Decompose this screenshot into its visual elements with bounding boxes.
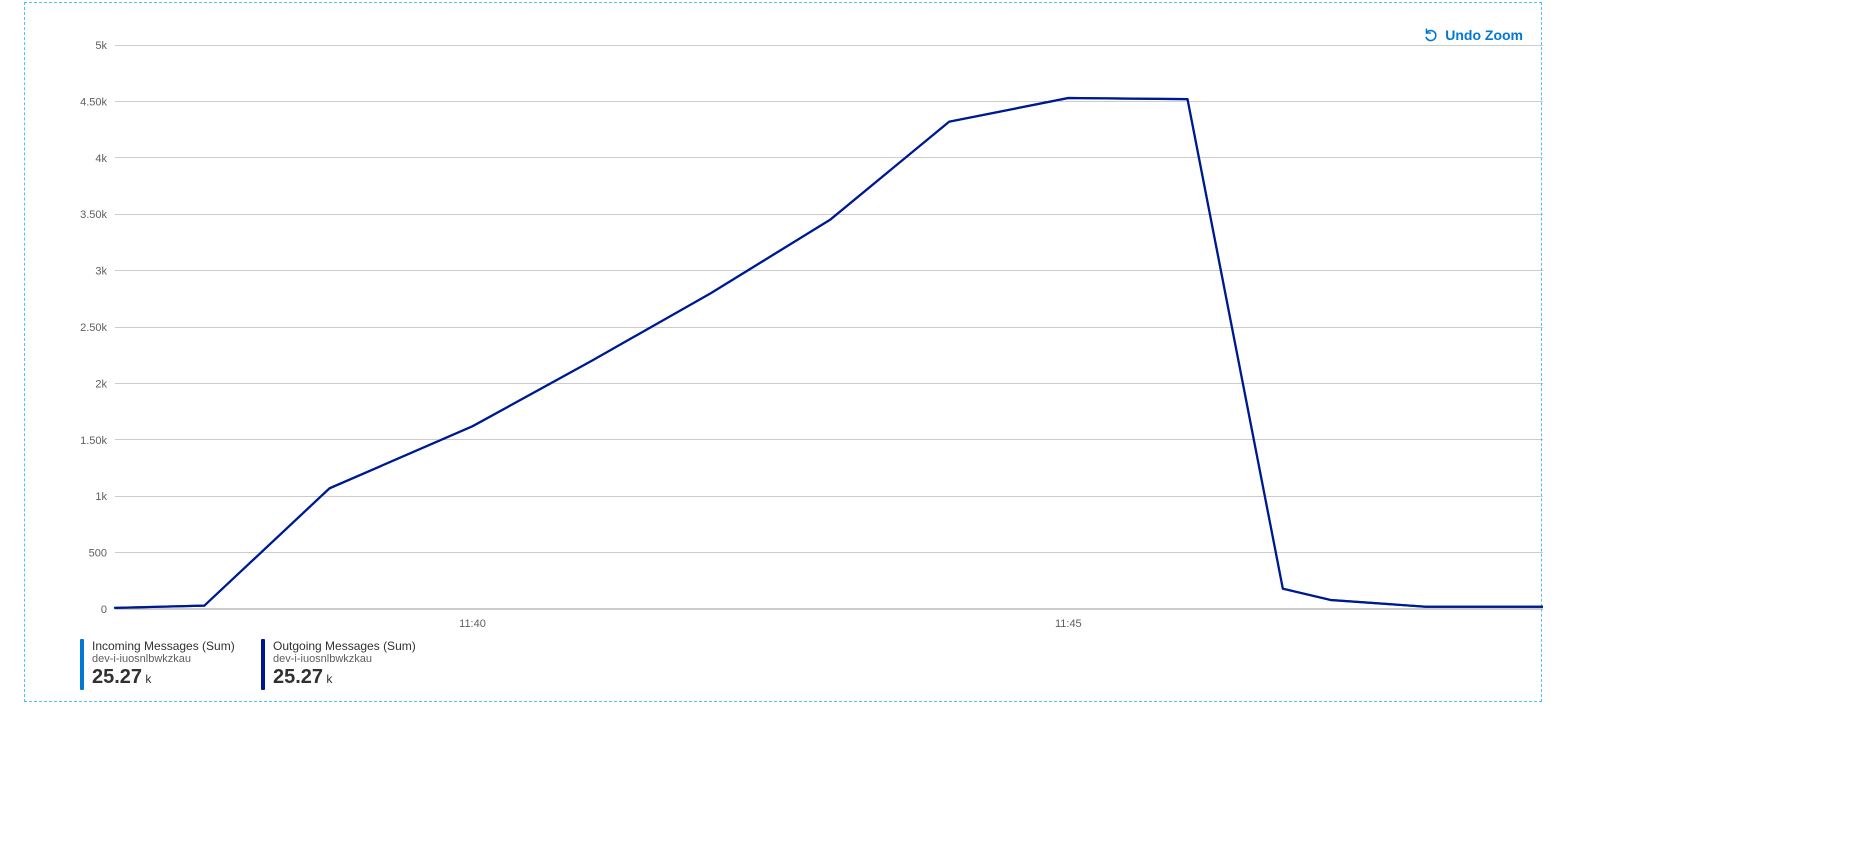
legend-resource-label: dev-i-iuosnlbwkzkau	[273, 653, 418, 666]
x-axis-tick-label: 11:40	[459, 618, 486, 630]
y-axis-tick-label: 3.50k	[80, 209, 107, 221]
y-axis-tick-label: 5k	[95, 40, 107, 52]
y-axis-tick-label: 0	[101, 604, 107, 616]
legend-text: Incoming Messages (Sum)dev-i-iuosnlbwkzk…	[92, 639, 237, 690]
legend-resource-label: dev-i-iuosnlbwkzkau	[92, 653, 237, 666]
y-axis-tick-label: 4.50k	[80, 96, 107, 108]
series-line-1	[115, 98, 1543, 608]
x-axis-tick-label: 11:45	[1055, 618, 1082, 630]
y-axis-tick-label: 2.50k	[80, 322, 107, 334]
y-axis-tick-label: 2k	[95, 378, 107, 390]
legend-value: 25.27 k	[273, 666, 418, 690]
legend-item[interactable]: Incoming Messages (Sum)dev-i-iuosnlbwkzk…	[80, 639, 237, 690]
legend-swatch	[261, 639, 265, 690]
series-line-0	[115, 98, 1543, 608]
legend-metric-label: Outgoing Messages (Sum)	[273, 639, 418, 653]
legend-text: Outgoing Messages (Sum)dev-i-iuosnlbwkzk…	[273, 639, 418, 690]
legend-value: 25.27 k	[92, 666, 237, 690]
y-axis-tick-label: 4k	[95, 153, 107, 165]
y-axis-tick-label: 1.50k	[80, 435, 107, 447]
y-axis-tick-label: 500	[89, 548, 107, 560]
legend-value-unit: k	[142, 672, 151, 686]
legend-value-number: 25.27	[273, 666, 323, 688]
y-axis-tick-label: 3k	[95, 266, 107, 278]
legend-value-unit: k	[323, 672, 332, 686]
legend-swatch	[80, 639, 84, 690]
chart-legend: Incoming Messages (Sum)dev-i-iuosnlbwkzk…	[80, 639, 418, 690]
legend-value-number: 25.27	[92, 666, 142, 688]
legend-metric-label: Incoming Messages (Sum)	[92, 639, 237, 653]
legend-item[interactable]: Outgoing Messages (Sum)dev-i-iuosnlbwkzk…	[261, 639, 418, 690]
y-axis-tick-label: 1k	[95, 491, 107, 503]
metrics-chart-panel: Undo Zoom 05001k1.50k2k2.50k3k3.50k4k4.5…	[24, 2, 1542, 702]
chart-area[interactable]: 0 500 1k 1.50k 2k 2.50k 3k 3.50k 4k 4.50k 5k 11:40 1…	[25, 3, 1543, 703]
